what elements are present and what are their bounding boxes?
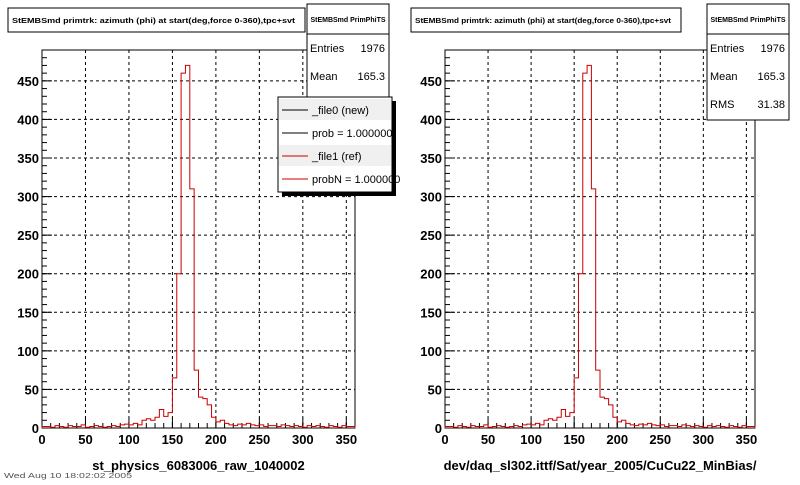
timestamp-text: Wed Aug 10 18:02:02 2005: [4, 473, 132, 480]
x-tick-label: 50: [78, 432, 92, 447]
histogram-title: StEMBSmd primtrk: azimuth (phi) at start…: [415, 18, 672, 25]
y-tick-label: 300: [420, 190, 442, 205]
stats-entries-label: Entries: [310, 43, 345, 55]
y-tick-label: 450: [420, 74, 442, 89]
y-tick-label: 300: [17, 190, 39, 205]
histogram-series-1: [41, 64, 356, 428]
legend-row-bg: [279, 168, 391, 189]
x-tick-label: 0: [38, 432, 45, 447]
histogram-series-1: [444, 64, 756, 428]
y-tick-label: 250: [420, 228, 442, 243]
stats-entries-value: 1976: [761, 43, 785, 55]
legend-row-bg: [279, 145, 391, 166]
y-tick-label: 350: [420, 151, 442, 166]
y-tick-label: 50: [25, 382, 39, 397]
x-tick-label: 300: [692, 432, 714, 447]
stats-box-frame: [706, 3, 790, 121]
stats-mean-label: Mean: [710, 71, 738, 83]
x-tick-label: 250: [249, 432, 271, 447]
x-tick-label: 100: [520, 432, 542, 447]
stats-entries-label: Entries: [710, 43, 745, 55]
stats-mean-label: Mean: [310, 71, 338, 83]
x-tick-label: 350: [736, 432, 758, 447]
y-tick-label: 150: [420, 305, 442, 320]
y-tick-label: 100: [420, 344, 442, 359]
stats-rms-label: RMS: [710, 99, 734, 111]
y-tick-label: 0: [435, 421, 442, 436]
legend-entry-label: _file1 (ref): [311, 151, 362, 163]
legend-entry-label: prob = 1.000000: [312, 128, 392, 140]
y-tick-label: 400: [17, 112, 39, 127]
grid-lines: [445, 50, 755, 428]
y-tick-label: 200: [17, 267, 39, 282]
x-axis-label: st_physics_6083006_raw_1040002: [92, 458, 305, 473]
histogram-title: StEMBSmd primtrk: azimuth (phi) at start…: [12, 18, 296, 25]
y-tick-label: 350: [17, 151, 39, 166]
x-tick-label: 250: [649, 432, 671, 447]
legend-row-bg: [279, 122, 391, 143]
x-tick-label: 350: [335, 432, 357, 447]
legend: _file0 (new) prob = 1.000000 _file1 (ref) p…: [277, 96, 400, 196]
x-tick-label: 100: [118, 432, 140, 447]
y-tick-label: 100: [17, 344, 39, 359]
legend-row-bg: [279, 99, 391, 120]
histogram-panel-2: 0 50 100 150 200 250 300 350 0 50 100 150 200 250 300 3…: [410, 3, 790, 473]
x-tick-label: 300: [292, 432, 314, 447]
title-box: [7, 7, 306, 33]
y-tick-label: 450: [17, 74, 39, 89]
stats-name: StEMBSmd PrimPhiTS: [710, 17, 785, 24]
stats-mean-value: 165.3: [357, 71, 385, 83]
x-tick-label: 0: [441, 432, 448, 447]
stats-name: StEMBSmd PrimPhiTS: [310, 17, 385, 24]
y-tick-label: 0: [32, 421, 39, 436]
stats-box: StEMBSmd PrimPhiTS Entries 1976 Mean 165.3 RM…: [706, 3, 790, 121]
title-box: [410, 7, 682, 33]
stats-entries-value: 1976: [361, 43, 385, 55]
y-tick-label: 200: [420, 267, 442, 282]
x-tick-label: 150: [162, 432, 184, 447]
legend-entry-label: probN = 1.000000: [312, 174, 400, 186]
x-tick-label: 50: [481, 432, 495, 447]
stats-box-frame: [306, 3, 390, 114]
x-tick-label: 150: [563, 432, 585, 447]
y-tick-label: 150: [17, 305, 39, 320]
x-tick-label: 200: [606, 432, 628, 447]
x-tick-label: 200: [205, 432, 227, 447]
histogram-panel-1: 0 50 100 150 200 250 300 350 0 50 100 150 200 250 300 3…: [7, 3, 400, 473]
y-tick-label: 400: [420, 112, 442, 127]
y-tick-label: 250: [17, 228, 39, 243]
axis-ticks: 0 50 100 150 200 250 300 350 0 50 100 150 200 250 300 3…: [420, 49, 758, 447]
x-axis-label: dev/daq_sl302.ittf/Sat/year_2005/CuCu22_…: [444, 458, 757, 473]
y-tick-label: 50: [428, 382, 442, 397]
stats-box: StEMBSmd PrimPhiTS Entries 1976 Mean 165.3: [306, 3, 390, 114]
legend-entry-label: _file0 (new): [311, 105, 369, 117]
stats-mean-value: 165.3: [757, 71, 785, 83]
stats-rms-value: 31.38: [757, 99, 785, 111]
